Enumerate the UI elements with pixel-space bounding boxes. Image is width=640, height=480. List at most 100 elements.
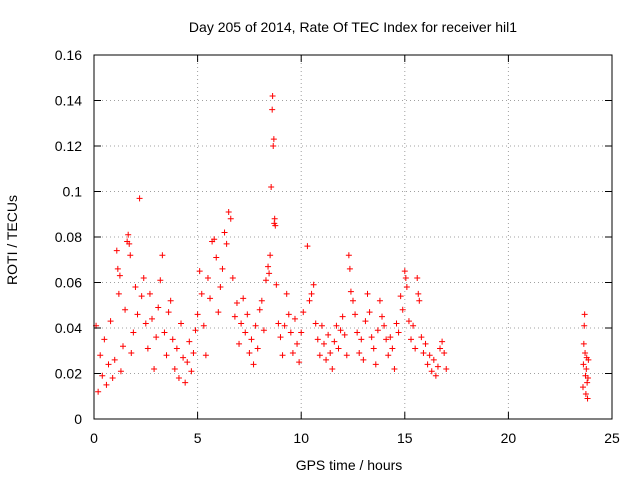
data-point-marker xyxy=(585,356,592,363)
data-point-marker xyxy=(333,322,340,329)
data-point-marker xyxy=(416,297,423,304)
data-point-marker xyxy=(178,320,185,327)
data-point-marker xyxy=(215,309,222,316)
data-point-marker xyxy=(180,354,187,361)
data-point-marker xyxy=(408,336,415,343)
data-point-marker xyxy=(115,290,122,297)
data-point-marker xyxy=(358,336,365,343)
data-point-marker xyxy=(306,297,313,304)
x-axis-label: GPS time / hours xyxy=(296,457,403,473)
y-tick-label: 0.04 xyxy=(55,320,82,336)
data-point-marker xyxy=(582,390,589,397)
data-point-marker xyxy=(262,277,269,284)
y-tick-label: 0.08 xyxy=(55,229,82,245)
data-point-marker xyxy=(275,320,282,327)
data-point-marker xyxy=(579,384,586,391)
data-point-marker xyxy=(269,92,276,99)
data-point-marker xyxy=(258,297,265,304)
data-point-marker xyxy=(580,361,587,368)
data-point-marker xyxy=(383,336,390,343)
data-point-marker xyxy=(213,254,220,261)
data-point-marker xyxy=(113,247,120,254)
data-point-marker xyxy=(318,322,325,329)
data-point-marker xyxy=(260,327,267,334)
data-point-marker xyxy=(169,336,176,343)
data-point-marker xyxy=(200,322,207,329)
data-point-marker xyxy=(320,340,327,347)
data-point-marker xyxy=(190,350,197,357)
data-point-marker xyxy=(364,290,371,297)
data-point-marker xyxy=(346,265,353,272)
data-point-marker xyxy=(362,318,369,325)
data-point-marker xyxy=(393,320,400,327)
data-point-marker xyxy=(219,265,226,272)
data-point-marker xyxy=(117,368,124,375)
data-point-marker xyxy=(584,379,591,386)
data-point-marker xyxy=(107,318,114,325)
data-point-marker xyxy=(109,375,116,382)
data-point-marker xyxy=(211,236,218,243)
data-point-marker xyxy=(372,361,379,368)
data-point-marker xyxy=(126,240,133,247)
x-tick-label: 0 xyxy=(90,430,98,446)
data-point-marker xyxy=(281,322,288,329)
data-points xyxy=(93,92,592,402)
data-point-marker xyxy=(356,350,363,357)
data-point-marker xyxy=(360,356,367,363)
data-point-marker xyxy=(163,352,170,359)
data-point-marker xyxy=(391,365,398,372)
data-point-marker xyxy=(397,293,404,300)
data-point-marker xyxy=(312,320,319,327)
data-point-marker xyxy=(194,311,201,318)
data-point-marker xyxy=(370,345,377,352)
data-point-marker xyxy=(289,350,296,357)
data-point-marker xyxy=(581,311,588,318)
data-point-marker xyxy=(329,365,336,372)
data-point-marker xyxy=(379,313,386,320)
data-point-marker xyxy=(412,345,419,352)
data-point-marker xyxy=(196,268,203,275)
data-point-marker xyxy=(223,240,230,247)
data-point-marker xyxy=(381,322,388,329)
data-point-marker xyxy=(120,343,127,350)
data-point-marker xyxy=(581,322,588,329)
data-point-marker xyxy=(236,340,243,347)
data-point-marker xyxy=(227,215,234,222)
data-point-marker xyxy=(217,284,224,291)
data-point-marker xyxy=(116,272,123,279)
data-point-marker xyxy=(422,340,429,347)
data-point-marker xyxy=(269,106,276,113)
y-tick-label: 0.02 xyxy=(55,366,82,382)
y-tick-label: 0.1 xyxy=(63,184,83,200)
data-point-marker xyxy=(424,361,431,368)
data-point-marker xyxy=(327,350,334,357)
data-point-marker xyxy=(399,306,406,313)
data-point-marker xyxy=(418,334,425,341)
data-point-marker xyxy=(267,252,274,259)
data-point-marker xyxy=(270,143,277,149)
x-tick-label: 15 xyxy=(397,430,413,446)
data-point-marker xyxy=(410,322,417,329)
x-tick-label: 10 xyxy=(293,430,309,446)
data-point-marker xyxy=(240,295,247,302)
data-point-marker xyxy=(127,252,134,259)
data-point-marker xyxy=(437,345,444,352)
data-point-marker xyxy=(192,327,199,334)
data-point-marker xyxy=(304,243,311,250)
data-point-marker xyxy=(331,338,338,345)
data-point-marker xyxy=(268,183,275,190)
data-point-marker xyxy=(420,350,427,357)
data-point-marker xyxy=(142,320,149,327)
data-point-marker xyxy=(316,352,323,359)
data-point-marker xyxy=(130,329,137,336)
data-point-marker xyxy=(283,290,290,297)
data-point-marker xyxy=(345,252,352,259)
x-tick-label: 20 xyxy=(501,430,517,446)
data-point-marker xyxy=(271,215,278,222)
data-point-marker xyxy=(140,274,147,281)
data-point-marker xyxy=(310,281,317,288)
data-point-marker xyxy=(308,290,315,297)
data-point-marker xyxy=(335,345,342,352)
data-point-marker xyxy=(138,293,145,300)
